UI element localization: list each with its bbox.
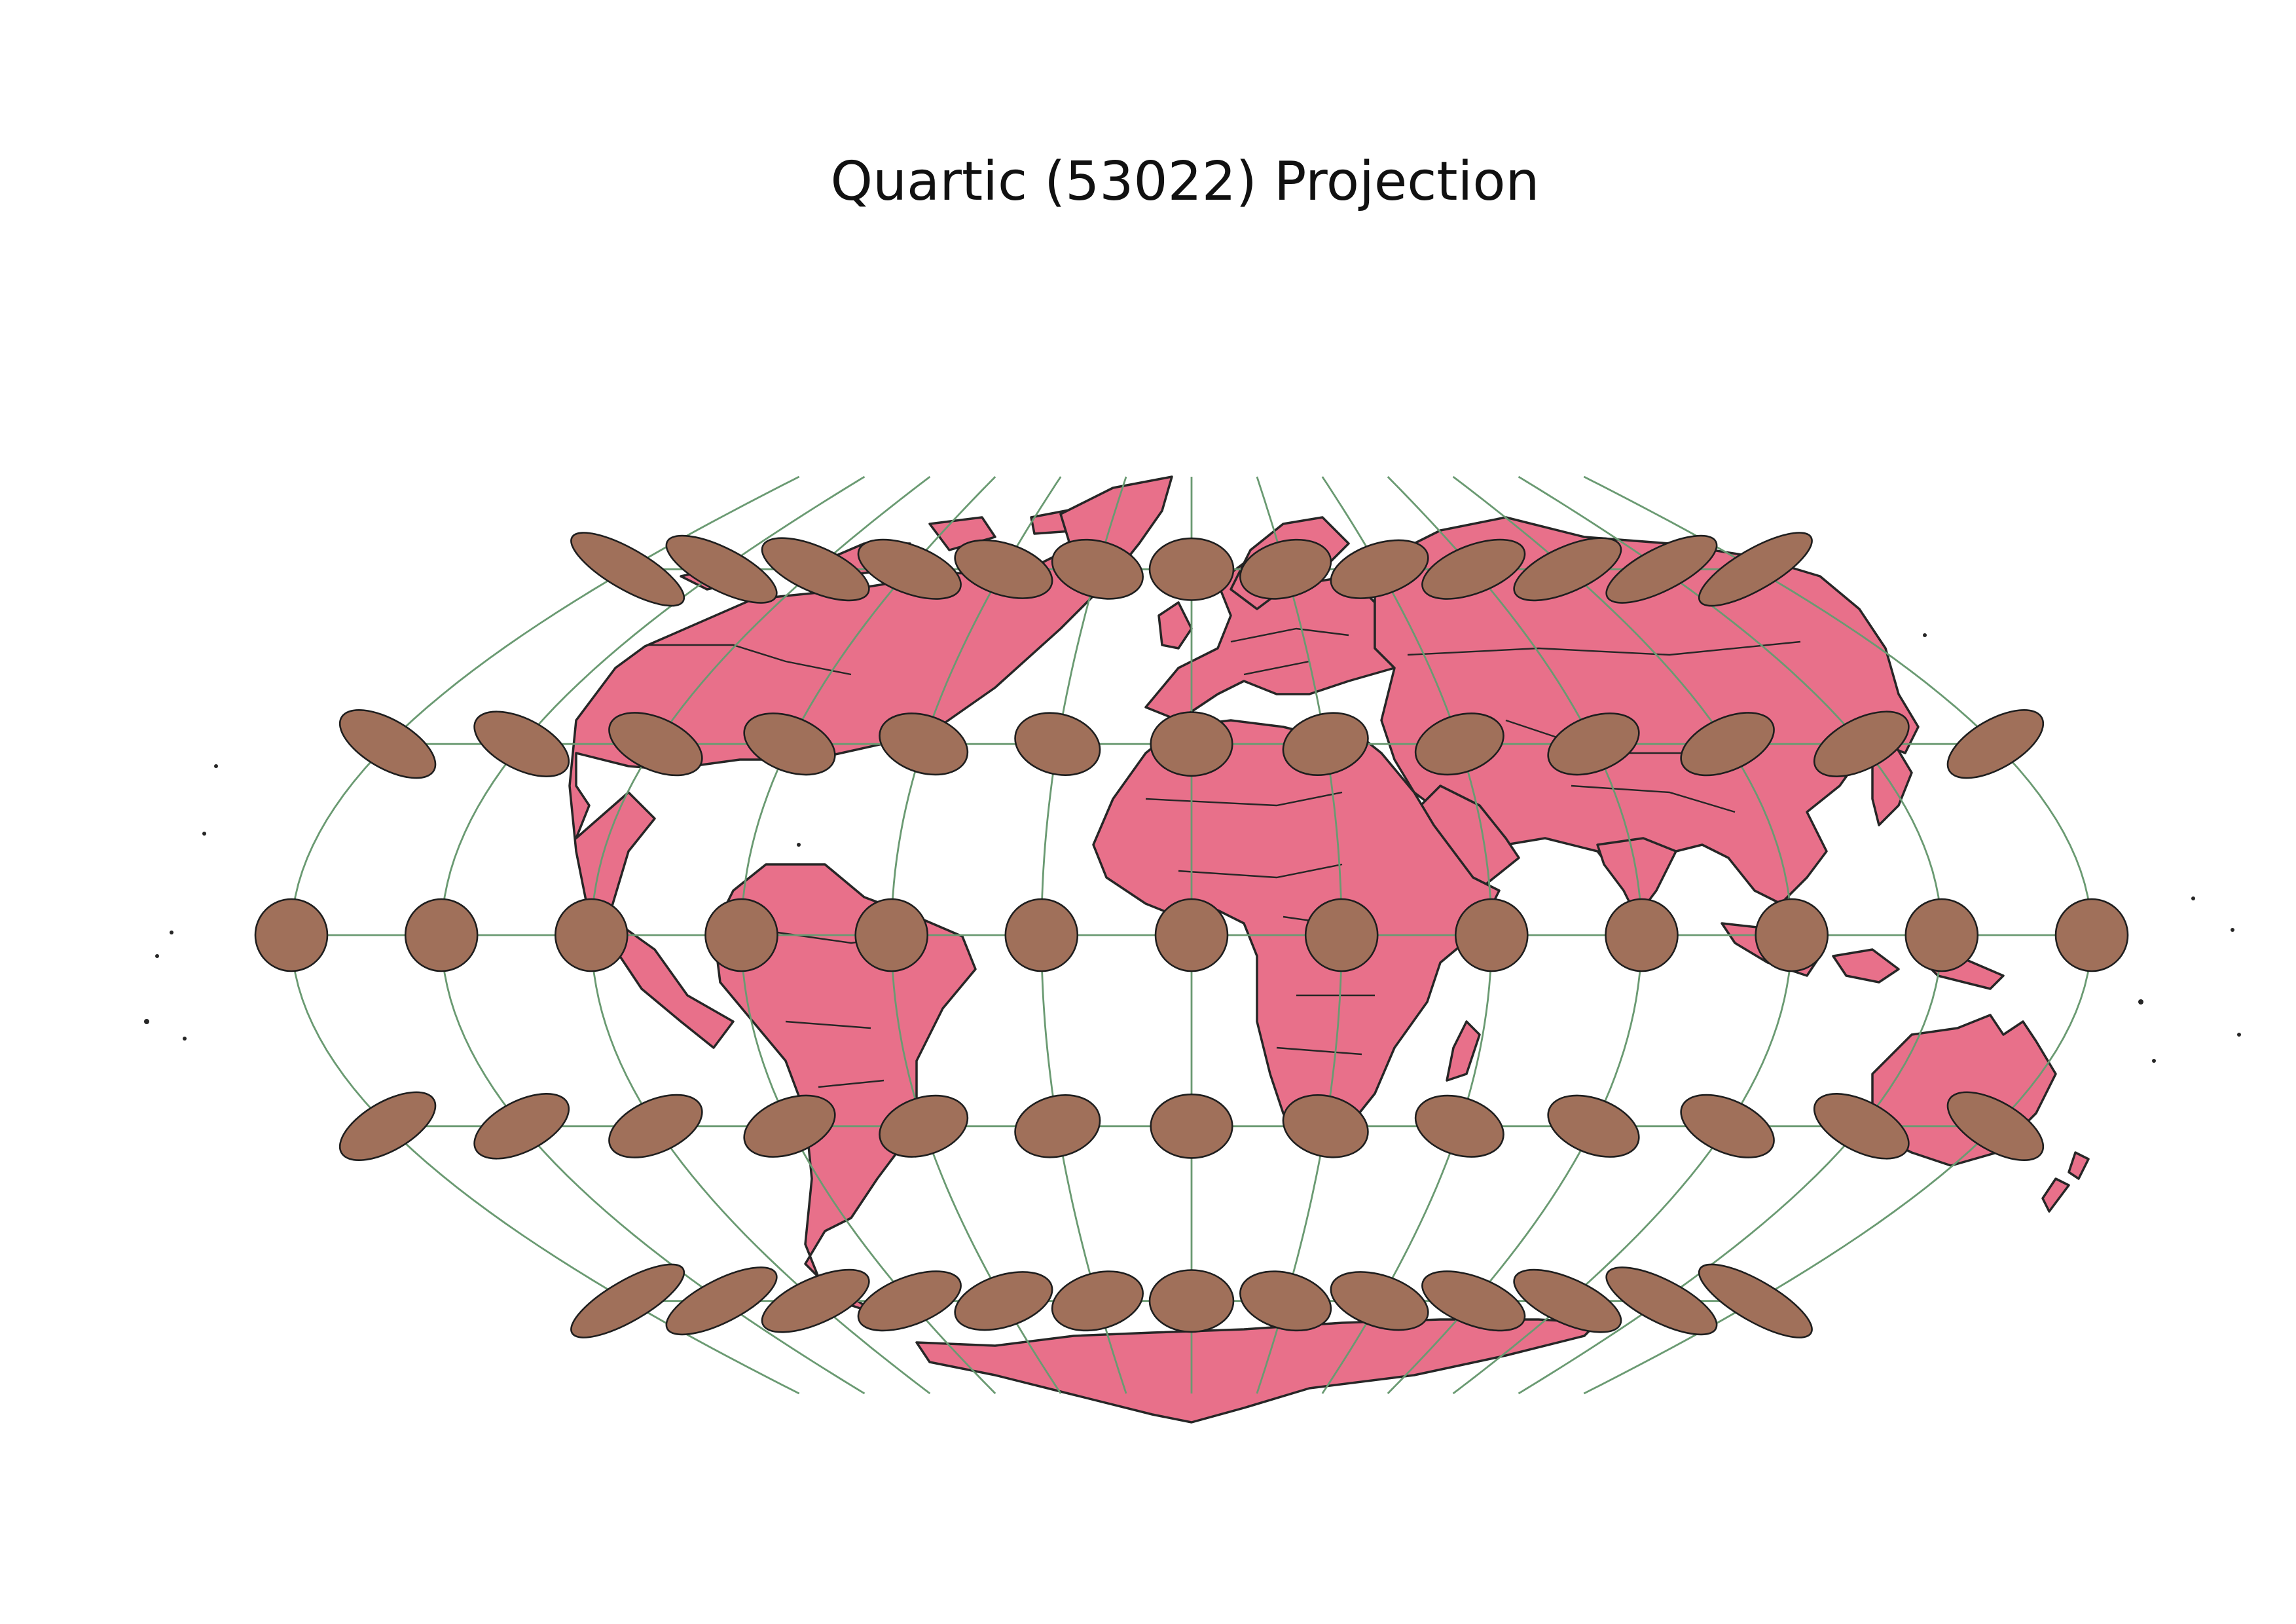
land-layer bbox=[568, 475, 2090, 1424]
map-title: Quartic (53022) Projection bbox=[831, 151, 1540, 213]
tissot-indicatrix bbox=[608, 712, 703, 777]
tissot-indicatrix bbox=[473, 710, 570, 777]
tissot-indicatrix bbox=[1605, 1266, 1718, 1336]
tissot-indicatrix bbox=[665, 1266, 778, 1336]
tissot-indicatrix bbox=[1698, 532, 1813, 607]
tissot-indicatrix bbox=[743, 1094, 836, 1158]
tissot-indicatrix bbox=[254, 898, 329, 972]
madagascar bbox=[1446, 1020, 1481, 1082]
tissot-indicatrix bbox=[1004, 898, 1079, 972]
tissot-indicatrix bbox=[1680, 1094, 1775, 1158]
islets bbox=[144, 633, 2241, 1063]
tissot-indicatrix bbox=[857, 538, 962, 600]
tissot-indicatrix bbox=[1414, 1094, 1504, 1158]
tissot-indicatrix bbox=[1304, 898, 1379, 972]
islet bbox=[170, 931, 173, 934]
tissot-indicatrix bbox=[1051, 538, 1144, 600]
tissot-indicatrix bbox=[1148, 537, 1235, 601]
africa bbox=[1092, 719, 1501, 1147]
tissot-indicatrix bbox=[879, 712, 969, 776]
tissot-indicatrix bbox=[338, 1091, 437, 1162]
tissot-indicatrix bbox=[954, 1271, 1053, 1331]
tissot-indicatrix bbox=[1698, 1263, 1813, 1338]
islet bbox=[797, 843, 801, 847]
tissot-indicatrix bbox=[570, 1263, 685, 1338]
islet bbox=[2138, 999, 2143, 1005]
tissot-indicatrix bbox=[854, 898, 928, 972]
tissot-indicatrix bbox=[1455, 898, 1529, 972]
tissot-indicatrix bbox=[570, 532, 685, 607]
islet bbox=[2152, 1059, 2156, 1063]
tissot-indicatrix bbox=[1051, 1270, 1144, 1332]
tissot-indicatrix bbox=[1605, 534, 1718, 604]
tissot-indicatrix bbox=[1421, 538, 1526, 600]
tissot-indicatrix bbox=[338, 709, 437, 779]
british-isles bbox=[1157, 601, 1193, 650]
tissot-indicatrix bbox=[1904, 898, 1979, 972]
tissot-indicatrix bbox=[1946, 1091, 2045, 1162]
islet bbox=[155, 954, 159, 958]
tissot-indicatrix bbox=[1547, 712, 1640, 776]
tissot-indicatrix bbox=[1014, 712, 1101, 777]
tissot-indicatrix bbox=[954, 539, 1053, 599]
islet bbox=[2231, 928, 2234, 932]
tissot-indicatrix bbox=[1414, 712, 1504, 776]
tissot-indicatrix bbox=[1150, 711, 1233, 777]
tissot-indicatrix bbox=[665, 534, 778, 604]
tissot-indicatrix bbox=[879, 1094, 969, 1158]
tissot-indicatrix bbox=[1513, 1268, 1622, 1333]
new-zealand bbox=[2041, 1151, 2090, 1213]
tissot-indicatrix bbox=[1282, 712, 1369, 777]
tissot-indicatrix bbox=[1755, 898, 1829, 972]
islet bbox=[2191, 896, 2195, 900]
tissot-indicatrix bbox=[608, 1094, 703, 1158]
tissot-indicatrix bbox=[704, 898, 778, 972]
tissot-indicatrix bbox=[1605, 898, 1679, 972]
tissot-indicatrix bbox=[1150, 1093, 1233, 1159]
us-canada-border bbox=[648, 644, 852, 676]
tissot-indicatrix bbox=[1680, 712, 1775, 777]
tissot-indicatrix bbox=[2054, 898, 2129, 972]
tissot-indicatrix bbox=[1154, 898, 1229, 972]
islet bbox=[144, 1019, 149, 1024]
tissot-indicatrix bbox=[1513, 537, 1622, 602]
tissot-indicatrix bbox=[1813, 1093, 1910, 1160]
tissot-indicatrix bbox=[857, 1270, 962, 1332]
islet bbox=[1923, 633, 1927, 637]
islet bbox=[183, 1037, 187, 1041]
tissot-indicatrices bbox=[254, 532, 2129, 1338]
tissot-indicatrix bbox=[1239, 1270, 1332, 1332]
antarctica bbox=[915, 1318, 1599, 1424]
europe-borders bbox=[1230, 627, 1349, 676]
islet bbox=[202, 832, 206, 836]
tissot-indicatrix bbox=[404, 898, 479, 972]
tissot-indicatrix bbox=[1282, 1094, 1369, 1158]
tissot-indicatrix bbox=[761, 1268, 870, 1333]
north-america bbox=[568, 503, 1134, 1049]
tissot-indicatrix bbox=[1148, 1269, 1235, 1333]
tissot-indicatrix bbox=[1239, 538, 1332, 600]
tissot-indicatrix bbox=[554, 898, 629, 972]
tissot-indicatrix bbox=[743, 712, 836, 776]
tissot-indicatrix bbox=[1014, 1094, 1101, 1158]
tissot-indicatrix bbox=[761, 537, 870, 602]
tissot-indicatrix bbox=[1946, 709, 2045, 779]
islet bbox=[214, 764, 218, 768]
islet bbox=[2237, 1033, 2241, 1037]
tissot-indicatrix bbox=[1547, 1094, 1640, 1158]
tissot-indicatrix bbox=[1330, 539, 1429, 599]
tissot-indicatrix bbox=[1421, 1270, 1526, 1332]
tissot-indicatrix bbox=[1813, 710, 1910, 777]
tissot-indicatrix bbox=[1330, 1271, 1429, 1331]
tissot-indicatrix bbox=[473, 1093, 570, 1160]
